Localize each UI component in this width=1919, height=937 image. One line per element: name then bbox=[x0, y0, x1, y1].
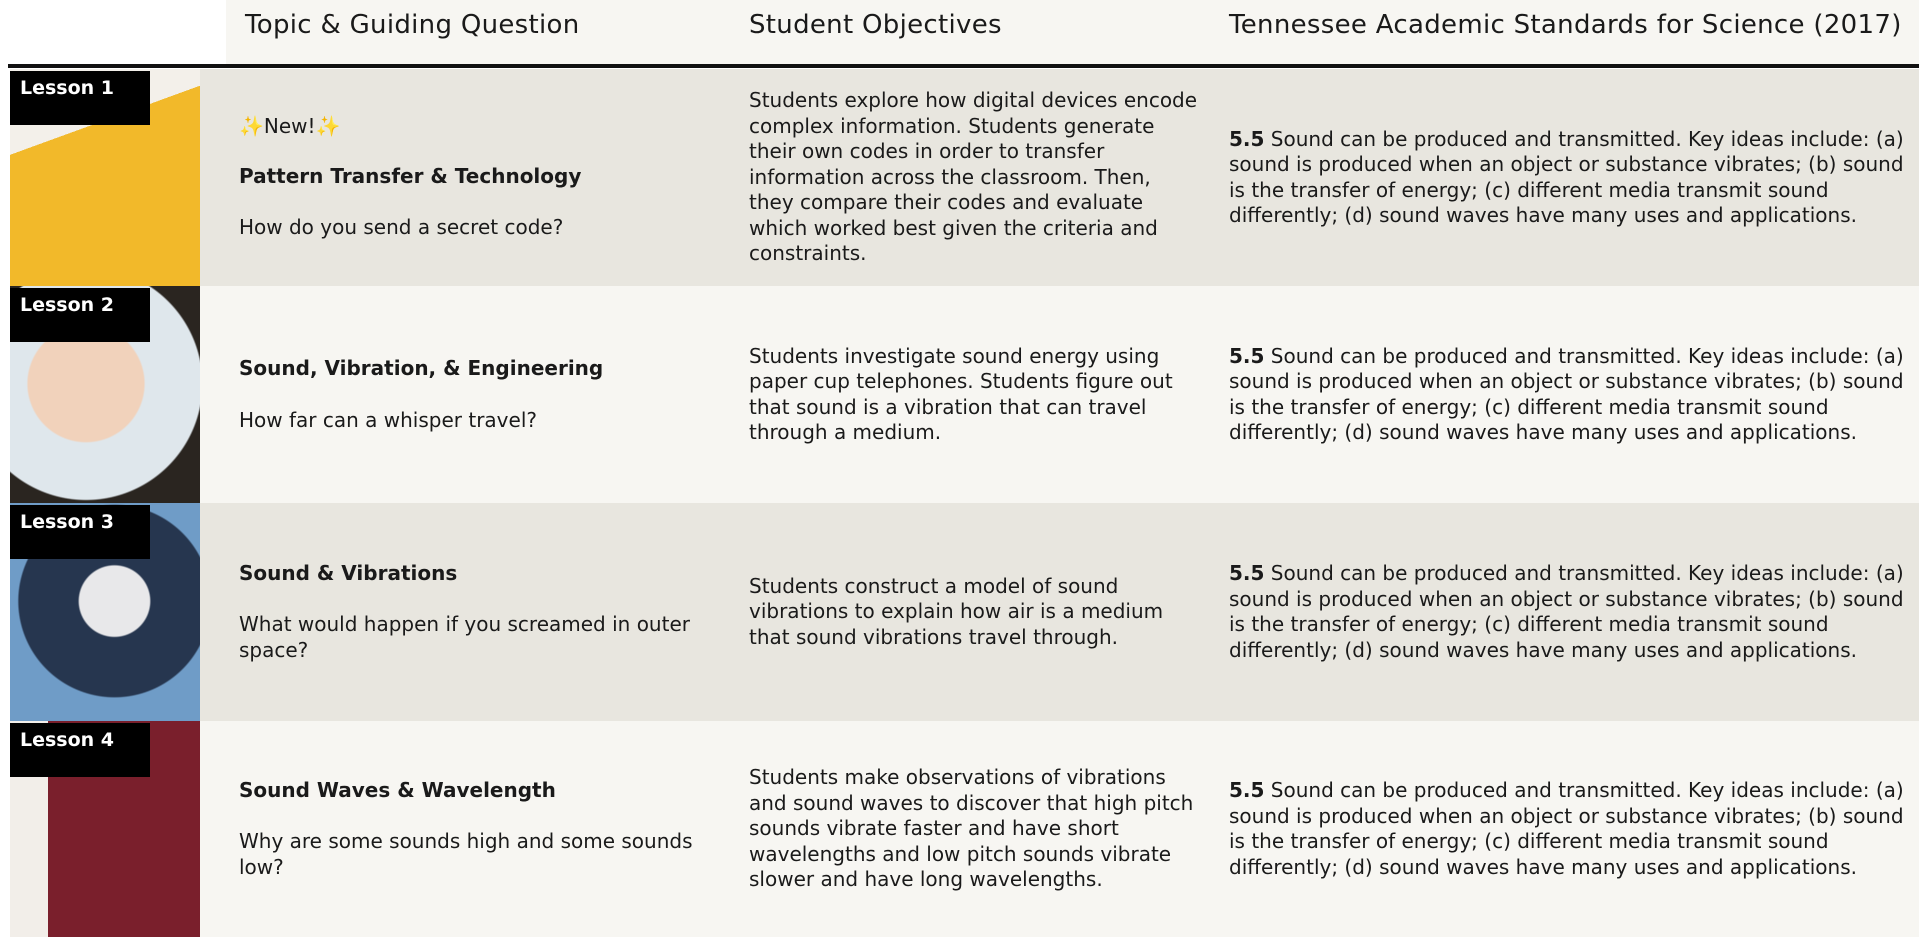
objectives-cell: Students make observations of vibrations… bbox=[749, 721, 1199, 937]
lesson-label: Lesson 1 bbox=[10, 71, 150, 125]
header-cell: Student Objectives bbox=[749, 10, 1002, 40]
standard: 5.5 Sound can be produced and transmitte… bbox=[1229, 778, 1919, 880]
new-tag: ✨New!✨ bbox=[239, 114, 341, 139]
objectives-text: Students investigate sound energy using … bbox=[749, 343, 1173, 445]
standards-cell: 5.5 Sound can be produced and transmitte… bbox=[1229, 69, 1919, 286]
lesson-image: Lesson 1 bbox=[10, 69, 200, 286]
objectives-text: Students explore how digital devices enc… bbox=[749, 88, 1198, 266]
lesson-row: Lesson 2 Sound, Vibration, & Engineering H… bbox=[10, 286, 1919, 503]
standard: 5.5 Sound can be produced and transmitte… bbox=[1229, 127, 1919, 229]
header-cell: Tennessee Academic Standards for Science… bbox=[1229, 10, 1902, 40]
header-cell: Topic & Guiding Question bbox=[245, 10, 580, 40]
objectives-cell: Students construct a model of sound vibr… bbox=[749, 503, 1199, 721]
standard-code: 5.5 bbox=[1229, 778, 1265, 802]
lesson-image: Lesson 3 bbox=[10, 503, 200, 721]
standard-text: Sound can be produced and transmitted. K… bbox=[1229, 778, 1904, 879]
objectives-cell: Students explore how digital devices enc… bbox=[749, 69, 1199, 286]
standard-code: 5.5 bbox=[1229, 343, 1265, 368]
objectives-text: Students make observations of vibrations… bbox=[749, 765, 1194, 892]
lesson-title: Sound & Vibrations bbox=[239, 560, 458, 585]
standard: 5.5 Sound can be produced and transmitte… bbox=[1229, 561, 1919, 663]
standard-code: 5.5 bbox=[1229, 561, 1265, 585]
standard-code: 5.5 bbox=[1229, 126, 1265, 151]
objectives-text: Students construct a model of sound vibr… bbox=[749, 573, 1164, 649]
lesson-row: Lesson 4 Sound Waves & Wavelength Why are … bbox=[10, 721, 1919, 937]
guiding-question: How far can a whisper travel? bbox=[239, 407, 537, 432]
lesson-label: Lesson 2 bbox=[10, 288, 150, 342]
lesson-title: Pattern Transfer & Technology bbox=[239, 163, 582, 188]
header-bar: Topic & Guiding Question Student Objecti… bbox=[226, 0, 1919, 64]
guiding-question: Why are some sounds high and some sounds… bbox=[239, 829, 693, 879]
lesson-label: Lesson 4 bbox=[10, 723, 150, 777]
header-rule bbox=[8, 64, 1919, 68]
lesson-title: Sound Waves & Wavelength bbox=[239, 777, 556, 802]
topic-cell: Sound, Vibration, & Engineering How far c… bbox=[239, 286, 719, 503]
lesson-title: Sound, Vibration, & Engineering bbox=[239, 356, 604, 380]
lesson-row: Lesson 3 Sound & Vibrations What would hap… bbox=[10, 503, 1919, 721]
topic-cell: ✨New!✨ Pattern Transfer & Technology How d… bbox=[239, 69, 719, 286]
standard-text: Sound can be produced and transmitted. K… bbox=[1229, 343, 1904, 445]
guiding-question: What would happen if you screamed in out… bbox=[239, 612, 690, 662]
standards-cell: 5.5 Sound can be produced and transmitte… bbox=[1229, 286, 1919, 503]
lesson-label: Lesson 3 bbox=[10, 505, 150, 559]
topic-cell: Sound & Vibrations What would happen if y… bbox=[239, 503, 719, 721]
standards-cell: 5.5 Sound can be produced and transmitte… bbox=[1229, 503, 1919, 721]
standard-text: Sound can be produced and transmitted. K… bbox=[1229, 126, 1904, 228]
lesson-image: Lesson 2 bbox=[10, 286, 200, 503]
lesson-row: Lesson 1 ✨New!✨ Pattern Transfer & Technol… bbox=[10, 69, 1919, 286]
objectives-cell: Students investigate sound energy using … bbox=[749, 286, 1199, 503]
standards-cell: 5.5 Sound can be produced and transmitte… bbox=[1229, 721, 1919, 937]
standard-text: Sound can be produced and transmitted. K… bbox=[1229, 561, 1904, 662]
lesson-image: Lesson 4 bbox=[10, 721, 200, 937]
guiding-question: How do you send a secret code? bbox=[239, 215, 564, 240]
standard: 5.5 Sound can be produced and transmitte… bbox=[1229, 344, 1919, 446]
topic-cell: Sound Waves & Wavelength Why are some sou… bbox=[239, 721, 719, 937]
